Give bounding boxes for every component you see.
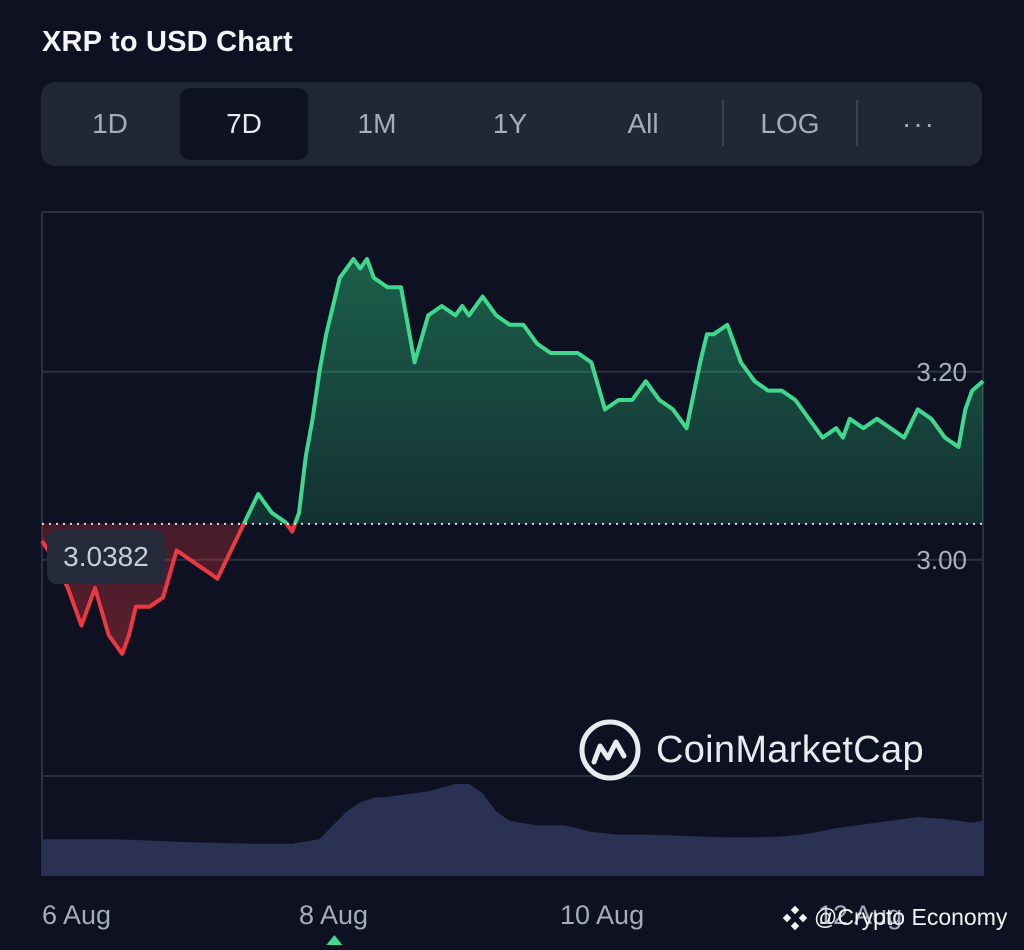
coinmarketcap-logo: CoinMarketCap (578, 716, 924, 784)
watermark: @Crypto Economy (782, 904, 1007, 931)
x-tick-label: 12 Aug (818, 900, 903, 930)
x-tick-label: 8 Aug (299, 900, 369, 930)
x-marker-icon (326, 935, 343, 945)
diamond-logo-icon (782, 905, 808, 930)
x-tick-label: 10 Aug (560, 900, 645, 930)
y-tick-label: 3.00 (916, 545, 967, 575)
price-line-down (40, 523, 298, 656)
x-tick-label: 6 Aug (42, 900, 112, 930)
range-tab-all[interactable]: All (627, 108, 659, 139)
volume-area (42, 784, 983, 876)
range-divider (722, 100, 724, 146)
time-range-selector: 1D 7D 1M 1Y All LOG ··· (41, 82, 982, 166)
price-line-up (241, 257, 985, 524)
reference-price-badge: 3.0382 (47, 530, 165, 584)
coinmarketcap-logo-icon (579, 719, 641, 781)
range-tab-1y[interactable]: 1Y (492, 108, 528, 139)
price-area-up (42, 259, 983, 524)
coinmarketcap-logo-text: CoinMarketCap (656, 728, 924, 771)
log-scale-toggle[interactable]: LOG (760, 108, 820, 139)
range-divider (856, 100, 858, 146)
more-options-button[interactable]: ··· (902, 108, 936, 139)
range-tab-1d[interactable]: 1D (92, 108, 128, 139)
y-tick-label: 3.20 (916, 357, 967, 387)
watermark-text: @Crypto Economy (814, 904, 1008, 930)
page-title: XRP to USD Chart (42, 26, 293, 58)
range-tab-7d[interactable]: 7D (180, 88, 308, 160)
range-tab-1m[interactable]: 1M (357, 108, 397, 139)
